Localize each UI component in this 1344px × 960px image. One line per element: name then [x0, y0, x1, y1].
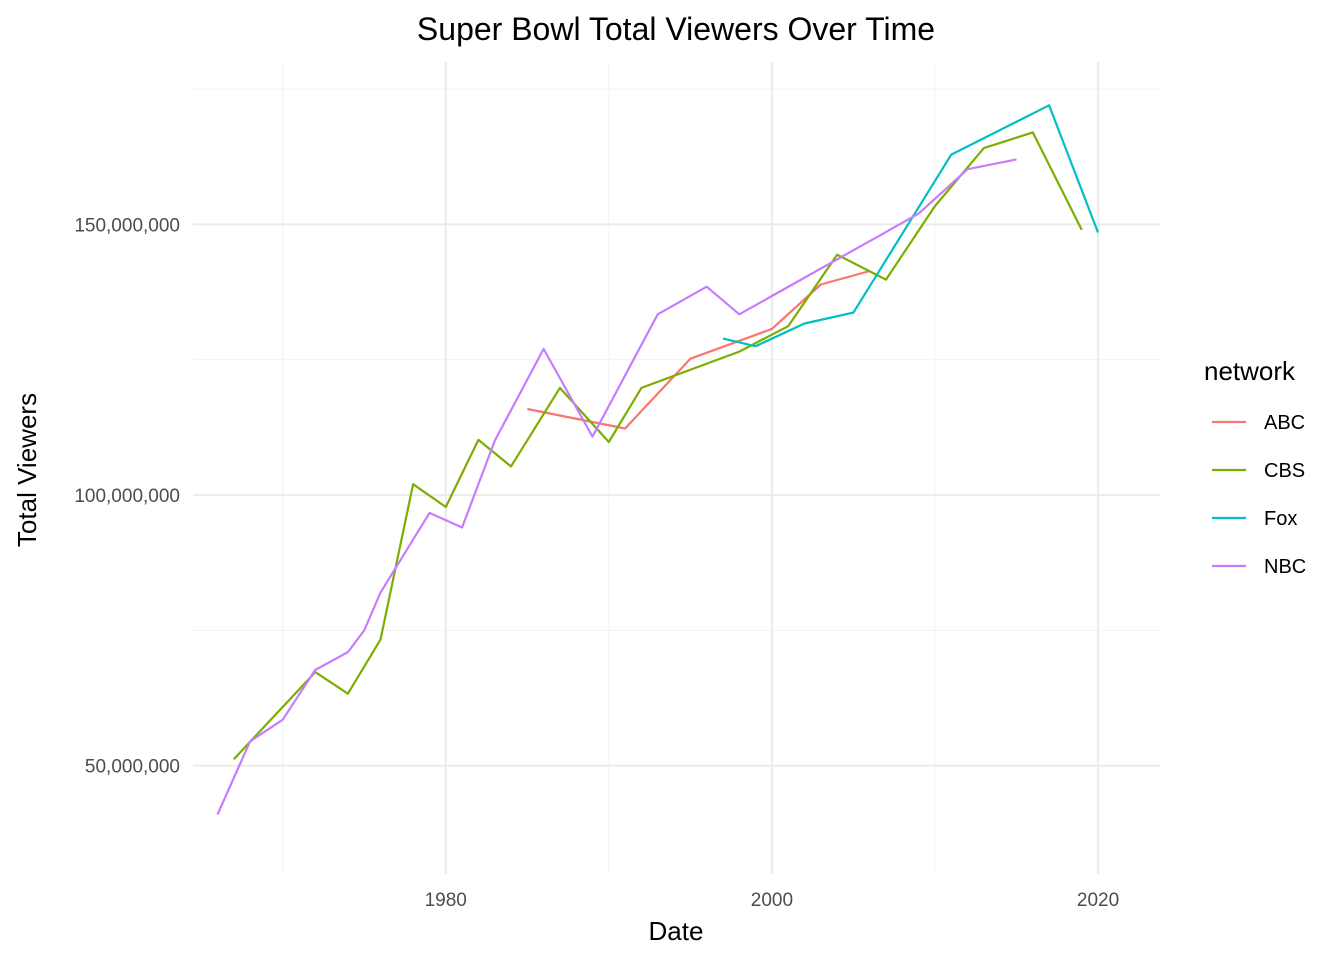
series-line-nbc: [216, 158, 1017, 815]
x-axis-title: Date: [649, 916, 704, 946]
chart-title: Super Bowl Total Viewers Over Time: [417, 11, 935, 47]
legend-label-cbs: CBS: [1264, 460, 1305, 482]
y-tick-label: 50,000,000: [85, 757, 180, 778]
x-axis-ticks: 1980 2000 2020: [425, 890, 1120, 911]
grid-lines: [193, 62, 1160, 874]
x-tick-label: 1980: [425, 890, 467, 911]
y-tick-label: 100,000,000: [74, 486, 180, 507]
series-line-fox: [722, 104, 1100, 348]
y-axis-title: Total Viewers: [12, 393, 42, 547]
series-lines: [216, 104, 1100, 815]
series-line-cbs: [232, 131, 1083, 760]
legend-title: network: [1204, 356, 1296, 386]
series-line-abc: [527, 269, 870, 430]
legend-label-fox: Fox: [1264, 508, 1297, 530]
legend-items: ABC CBS Fox NBC: [1212, 412, 1306, 578]
legend-label-nbc: NBC: [1264, 556, 1306, 578]
y-axis-ticks: 50,000,000 100,000,000 150,000,000: [74, 215, 180, 777]
legend: network ABC CBS Fox NBC: [1204, 356, 1306, 578]
legend-label-abc: ABC: [1264, 412, 1305, 434]
y-tick-label: 150,000,000: [74, 215, 180, 236]
x-tick-label: 2000: [751, 890, 793, 911]
x-tick-label: 2020: [1077, 890, 1119, 911]
